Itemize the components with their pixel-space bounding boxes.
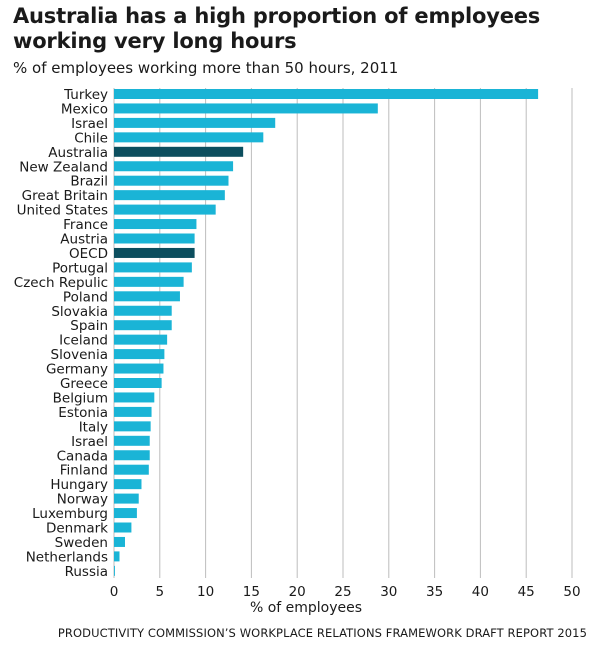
category-label: Russia — [65, 564, 108, 580]
category-label: Hungary — [50, 477, 108, 493]
category-label: Great Britain — [22, 188, 108, 204]
bar — [114, 146, 244, 157]
bar — [114, 247, 195, 258]
bar — [114, 233, 195, 244]
bar — [114, 117, 276, 128]
x-tick-label: 15 — [243, 584, 260, 600]
chart-title: Australia has a high proportion of emplo… — [13, 4, 541, 53]
category-label: Netherlands — [26, 549, 108, 565]
bar — [114, 421, 151, 432]
x-tick-label: 25 — [334, 584, 351, 600]
bar — [114, 334, 168, 345]
bar — [114, 363, 164, 374]
bar — [114, 464, 149, 475]
bar — [114, 551, 120, 562]
category-label: Greece — [60, 376, 108, 392]
bar — [114, 435, 150, 446]
category-label: France — [63, 217, 108, 233]
category-label: Estonia — [58, 405, 108, 421]
category-label: Czech Repulic — [14, 275, 108, 291]
x-tick-label: 20 — [289, 584, 306, 600]
category-label: Turkey — [63, 87, 108, 103]
x-tick-label: 40 — [472, 584, 489, 600]
category-label: Australia — [48, 145, 108, 161]
category-label: Norway — [57, 492, 108, 508]
bar — [114, 161, 234, 172]
bar — [114, 89, 539, 99]
x-axis-title: % of employees — [250, 600, 362, 616]
category-label: Luxemburg — [32, 506, 108, 522]
x-tick-label: 35 — [426, 584, 443, 600]
x-tick-label: 45 — [518, 584, 535, 600]
bar — [114, 479, 142, 490]
category-label: Slovenia — [51, 347, 108, 363]
bar — [114, 276, 184, 287]
category-label: Spain — [70, 318, 108, 334]
bar — [114, 508, 137, 519]
category-label: Poland — [63, 289, 108, 305]
bar — [114, 262, 192, 273]
category-label: Denmark — [46, 521, 108, 537]
category-label: New Zealand — [19, 159, 108, 175]
bar — [114, 305, 172, 316]
category-label: Sweden — [55, 535, 108, 551]
bar — [114, 320, 172, 331]
x-axis-ticks: 0 5 10 15 20 25 30 35 40 45 50 — [110, 584, 581, 600]
category-label: United States — [17, 203, 108, 219]
bar — [114, 406, 152, 417]
bar — [114, 536, 125, 547]
bar — [114, 175, 229, 186]
category-label: Finland — [60, 463, 108, 479]
category-label: Canada — [57, 448, 108, 464]
category-label: Brazil — [70, 174, 108, 190]
x-tick-label: 30 — [380, 584, 397, 600]
category-label: Belgium — [53, 390, 108, 406]
bar — [114, 378, 162, 388]
source-note: PRODUCTIVITY COMMISSION’S WORKPLACE RELA… — [57, 626, 587, 640]
gridlines — [113, 88, 573, 578]
category-label: Iceland — [59, 333, 108, 349]
bar — [114, 190, 225, 201]
chart-subtitle: % of employees working more than 50 hour… — [13, 59, 399, 77]
bar — [114, 450, 150, 461]
category-label: Chile — [74, 130, 108, 146]
bars — [114, 89, 539, 576]
category-label: Israel — [71, 434, 108, 450]
x-tick-label: 50 — [563, 584, 580, 600]
category-label: Mexico — [61, 101, 108, 117]
bar — [114, 132, 264, 143]
bar — [114, 493, 139, 504]
bar — [114, 219, 197, 230]
category-label: OECD — [69, 246, 108, 262]
category-label: Portugal — [52, 260, 108, 276]
category-label: Italy — [79, 419, 108, 435]
x-tick-label: 5 — [156, 584, 165, 600]
bar — [114, 349, 165, 360]
category-label: Austria — [60, 232, 108, 248]
bar — [114, 204, 216, 215]
bar — [114, 392, 155, 403]
bar — [114, 522, 132, 533]
bar — [114, 103, 378, 114]
category-label: Slovakia — [51, 304, 108, 320]
category-label: Germany — [46, 362, 108, 378]
x-tick-label: 10 — [197, 584, 214, 600]
bar — [114, 565, 115, 576]
x-tick-label: 0 — [110, 584, 119, 600]
category-label: Israel — [71, 116, 108, 132]
bar — [114, 291, 180, 302]
